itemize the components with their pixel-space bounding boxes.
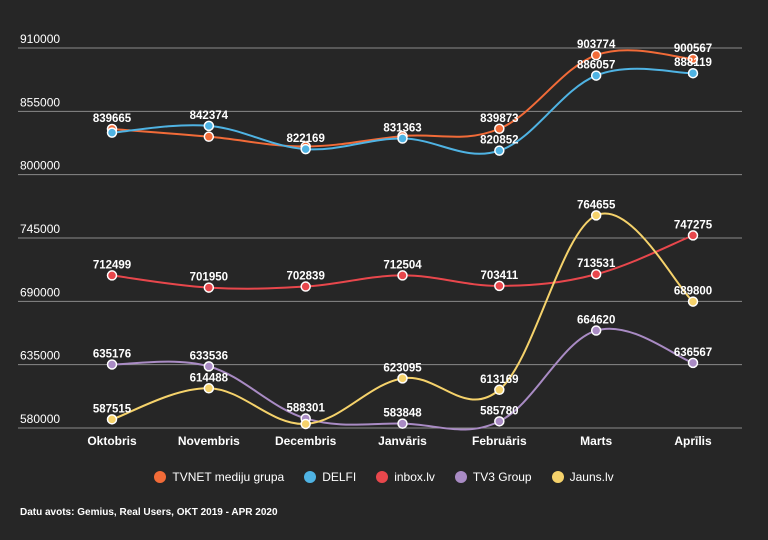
data-label: 635176 bbox=[93, 348, 131, 360]
data-point bbox=[687, 296, 699, 307]
data-point bbox=[397, 270, 408, 281]
data-point bbox=[106, 127, 118, 138]
data-point bbox=[203, 282, 215, 293]
data-label: 712504 bbox=[383, 259, 422, 271]
data-point bbox=[494, 416, 505, 427]
data-point bbox=[590, 70, 602, 81]
legend-label-jauns: Jauns.lv bbox=[569, 470, 614, 484]
x-tick-label: Janvāris bbox=[378, 434, 427, 448]
data-label: 839873 bbox=[480, 113, 518, 125]
data-label: 585780 bbox=[480, 405, 518, 417]
legend-item-inbox[interactable]: inbox.lv bbox=[376, 470, 435, 484]
data-label: 701950 bbox=[190, 272, 228, 284]
legend-item-tv3[interactable]: TV3 Group bbox=[454, 470, 532, 484]
data-point bbox=[106, 414, 118, 425]
y-tick-label: 745000 bbox=[20, 222, 60, 236]
data-label: 636567 bbox=[674, 347, 712, 359]
data-label: 764655 bbox=[577, 199, 616, 211]
data-point bbox=[687, 357, 699, 369]
data-label: 839665 bbox=[93, 113, 132, 125]
data-label: 842374 bbox=[190, 110, 229, 122]
data-label: 689800 bbox=[674, 286, 712, 298]
legend-marker-inbox bbox=[376, 471, 389, 483]
data-point bbox=[203, 361, 215, 372]
legend: TVNET mediju grupa DELFI inbox.lv TV3 Gr… bbox=[0, 470, 768, 484]
data-point bbox=[300, 143, 311, 155]
x-tick-label: Marts bbox=[580, 434, 612, 448]
data-point bbox=[203, 131, 215, 142]
data-label: 623095 bbox=[383, 362, 422, 374]
y-tick-label: 855000 bbox=[20, 95, 60, 109]
y-tick-label: 800000 bbox=[20, 159, 60, 173]
y-tick-label: 635000 bbox=[20, 349, 60, 363]
data-label: 903774 bbox=[577, 39, 616, 51]
y-tick-label: 690000 bbox=[20, 285, 60, 299]
data-label: 712499 bbox=[93, 259, 131, 271]
data-point bbox=[590, 49, 602, 61]
data-label: 583848 bbox=[383, 408, 422, 420]
data-point bbox=[494, 145, 505, 156]
legend-marker-tv3 bbox=[454, 471, 467, 483]
data-label: 822169 bbox=[286, 133, 324, 145]
data-point bbox=[300, 418, 311, 430]
data-point bbox=[687, 230, 699, 241]
x-tick-label: Aprīlis bbox=[674, 434, 712, 448]
legend-label-delfi: DELFI bbox=[322, 470, 357, 484]
data-label: 664620 bbox=[577, 315, 615, 327]
y-tick-label: 580000 bbox=[20, 412, 60, 426]
data-point bbox=[300, 281, 311, 292]
x-tick-label: Februāris bbox=[472, 434, 527, 448]
legend-item-tvnet[interactable]: TVNET mediju grupa bbox=[154, 470, 284, 484]
legend-label-tvnet: TVNET mediju grupa bbox=[172, 470, 285, 484]
legend-item-delfi[interactable]: DELFI bbox=[304, 470, 356, 484]
data-label: 820852 bbox=[480, 135, 518, 147]
legend-marker-jauns bbox=[551, 471, 564, 483]
legend-item-jauns[interactable]: Jauns.lv bbox=[551, 470, 614, 484]
data-label: 886057 bbox=[577, 60, 615, 72]
data-label: 613169 bbox=[480, 374, 518, 386]
data-point bbox=[397, 133, 408, 144]
data-point bbox=[397, 373, 408, 384]
data-label: 587515 bbox=[93, 403, 132, 415]
data-label: 703411 bbox=[480, 270, 518, 282]
data-label: 831363 bbox=[383, 123, 421, 135]
x-tick-label: Oktobris bbox=[87, 434, 137, 448]
data-point bbox=[687, 67, 699, 79]
data-point bbox=[203, 383, 215, 394]
data-point bbox=[106, 270, 118, 281]
legend-marker-tvnet bbox=[154, 471, 167, 483]
legend-marker-delfi bbox=[304, 471, 317, 483]
data-label: 713531 bbox=[577, 258, 616, 270]
data-point bbox=[397, 418, 408, 429]
data-point bbox=[106, 359, 118, 370]
data-label: 588301 bbox=[286, 402, 325, 414]
line-chart: 910000 855000 800000 745000 690000 635000 5800… bbox=[18, 32, 742, 448]
source-note: Datu avots: Gemius, Real Users, OKT 2019… bbox=[20, 507, 278, 518]
legend-label-inbox: inbox.lv bbox=[394, 470, 435, 484]
data-point bbox=[494, 384, 505, 396]
data-point bbox=[494, 280, 505, 292]
x-tick-label: Novembris bbox=[178, 434, 240, 448]
data-label: 900567 bbox=[674, 43, 712, 55]
data-point bbox=[590, 210, 602, 221]
y-tick-label: 910000 bbox=[20, 32, 60, 46]
x-tick-label: Decembris bbox=[275, 434, 337, 448]
data-label: 888119 bbox=[674, 57, 712, 69]
data-label: 633536 bbox=[190, 350, 228, 362]
data-label: 614488 bbox=[190, 372, 229, 384]
data-label: 702839 bbox=[286, 271, 324, 283]
data-point bbox=[590, 268, 602, 280]
data-point bbox=[687, 53, 699, 65]
data-point bbox=[203, 120, 215, 132]
legend-label-tv3: TV3 Group bbox=[472, 470, 532, 484]
data-label: 747275 bbox=[674, 219, 713, 231]
data-point bbox=[590, 325, 602, 336]
data-point bbox=[494, 123, 505, 135]
